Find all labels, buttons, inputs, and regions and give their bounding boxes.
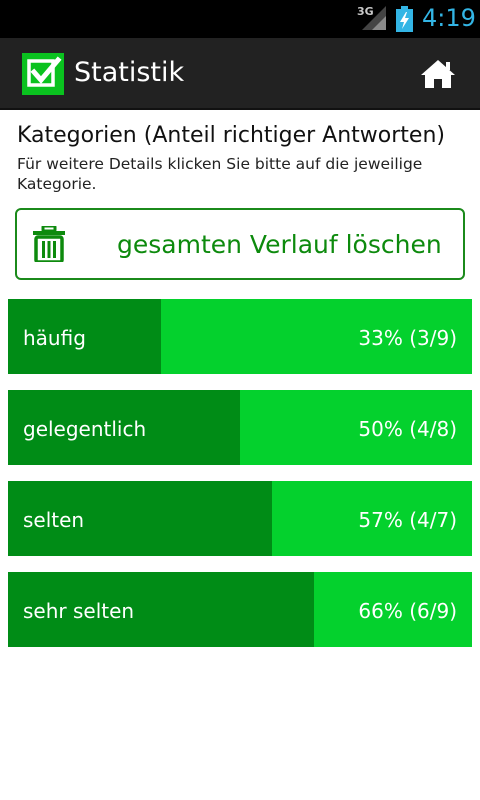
category-bar-sehr-selten[interactable]: sehr selten 66% (6/9) [8,572,472,647]
signal-icon [362,6,386,30]
category-fill [8,481,273,556]
category-bar-haeufig[interactable]: häufig 33% (3/9) [8,299,472,374]
trash-icon [33,226,65,262]
battery-charging-icon [396,6,413,32]
clock: 4:19 [422,4,476,32]
category-value: 57% (4/7) [358,508,457,532]
section-subtitle: Für weitere Details klicken Sie bitte au… [17,155,423,193]
section-title: Kategorien (Anteil richtiger Antworten) [17,123,445,148]
category-fill [8,572,315,647]
category-label: häufig [23,326,86,350]
category-label: sehr selten [23,599,135,623]
category-label: selten [23,508,85,532]
category-value: 66% (6/9) [358,599,457,623]
clear-history-label: gesamten Verlauf löschen [117,230,442,259]
network-type-label: 3G [357,5,374,18]
clear-history-button[interactable]: gesamten Verlauf löschen [15,208,465,280]
status-bar: 3G 4:19 [0,0,480,38]
category-bar-gelegentlich[interactable]: gelegentlich 50% (4/8) [8,390,472,465]
home-icon[interactable] [420,58,456,90]
category-fill [8,299,162,374]
checkbox-checked-icon [22,53,64,95]
category-fill [8,390,240,465]
category-value: 50% (4/8) [358,417,457,441]
page-title: Statistik [74,57,185,88]
category-label: gelegentlich [23,417,147,441]
category-bar-selten[interactable]: selten 57% (4/7) [8,481,472,556]
action-bar: Statistik [0,38,480,110]
category-value: 33% (3/9) [358,326,457,350]
